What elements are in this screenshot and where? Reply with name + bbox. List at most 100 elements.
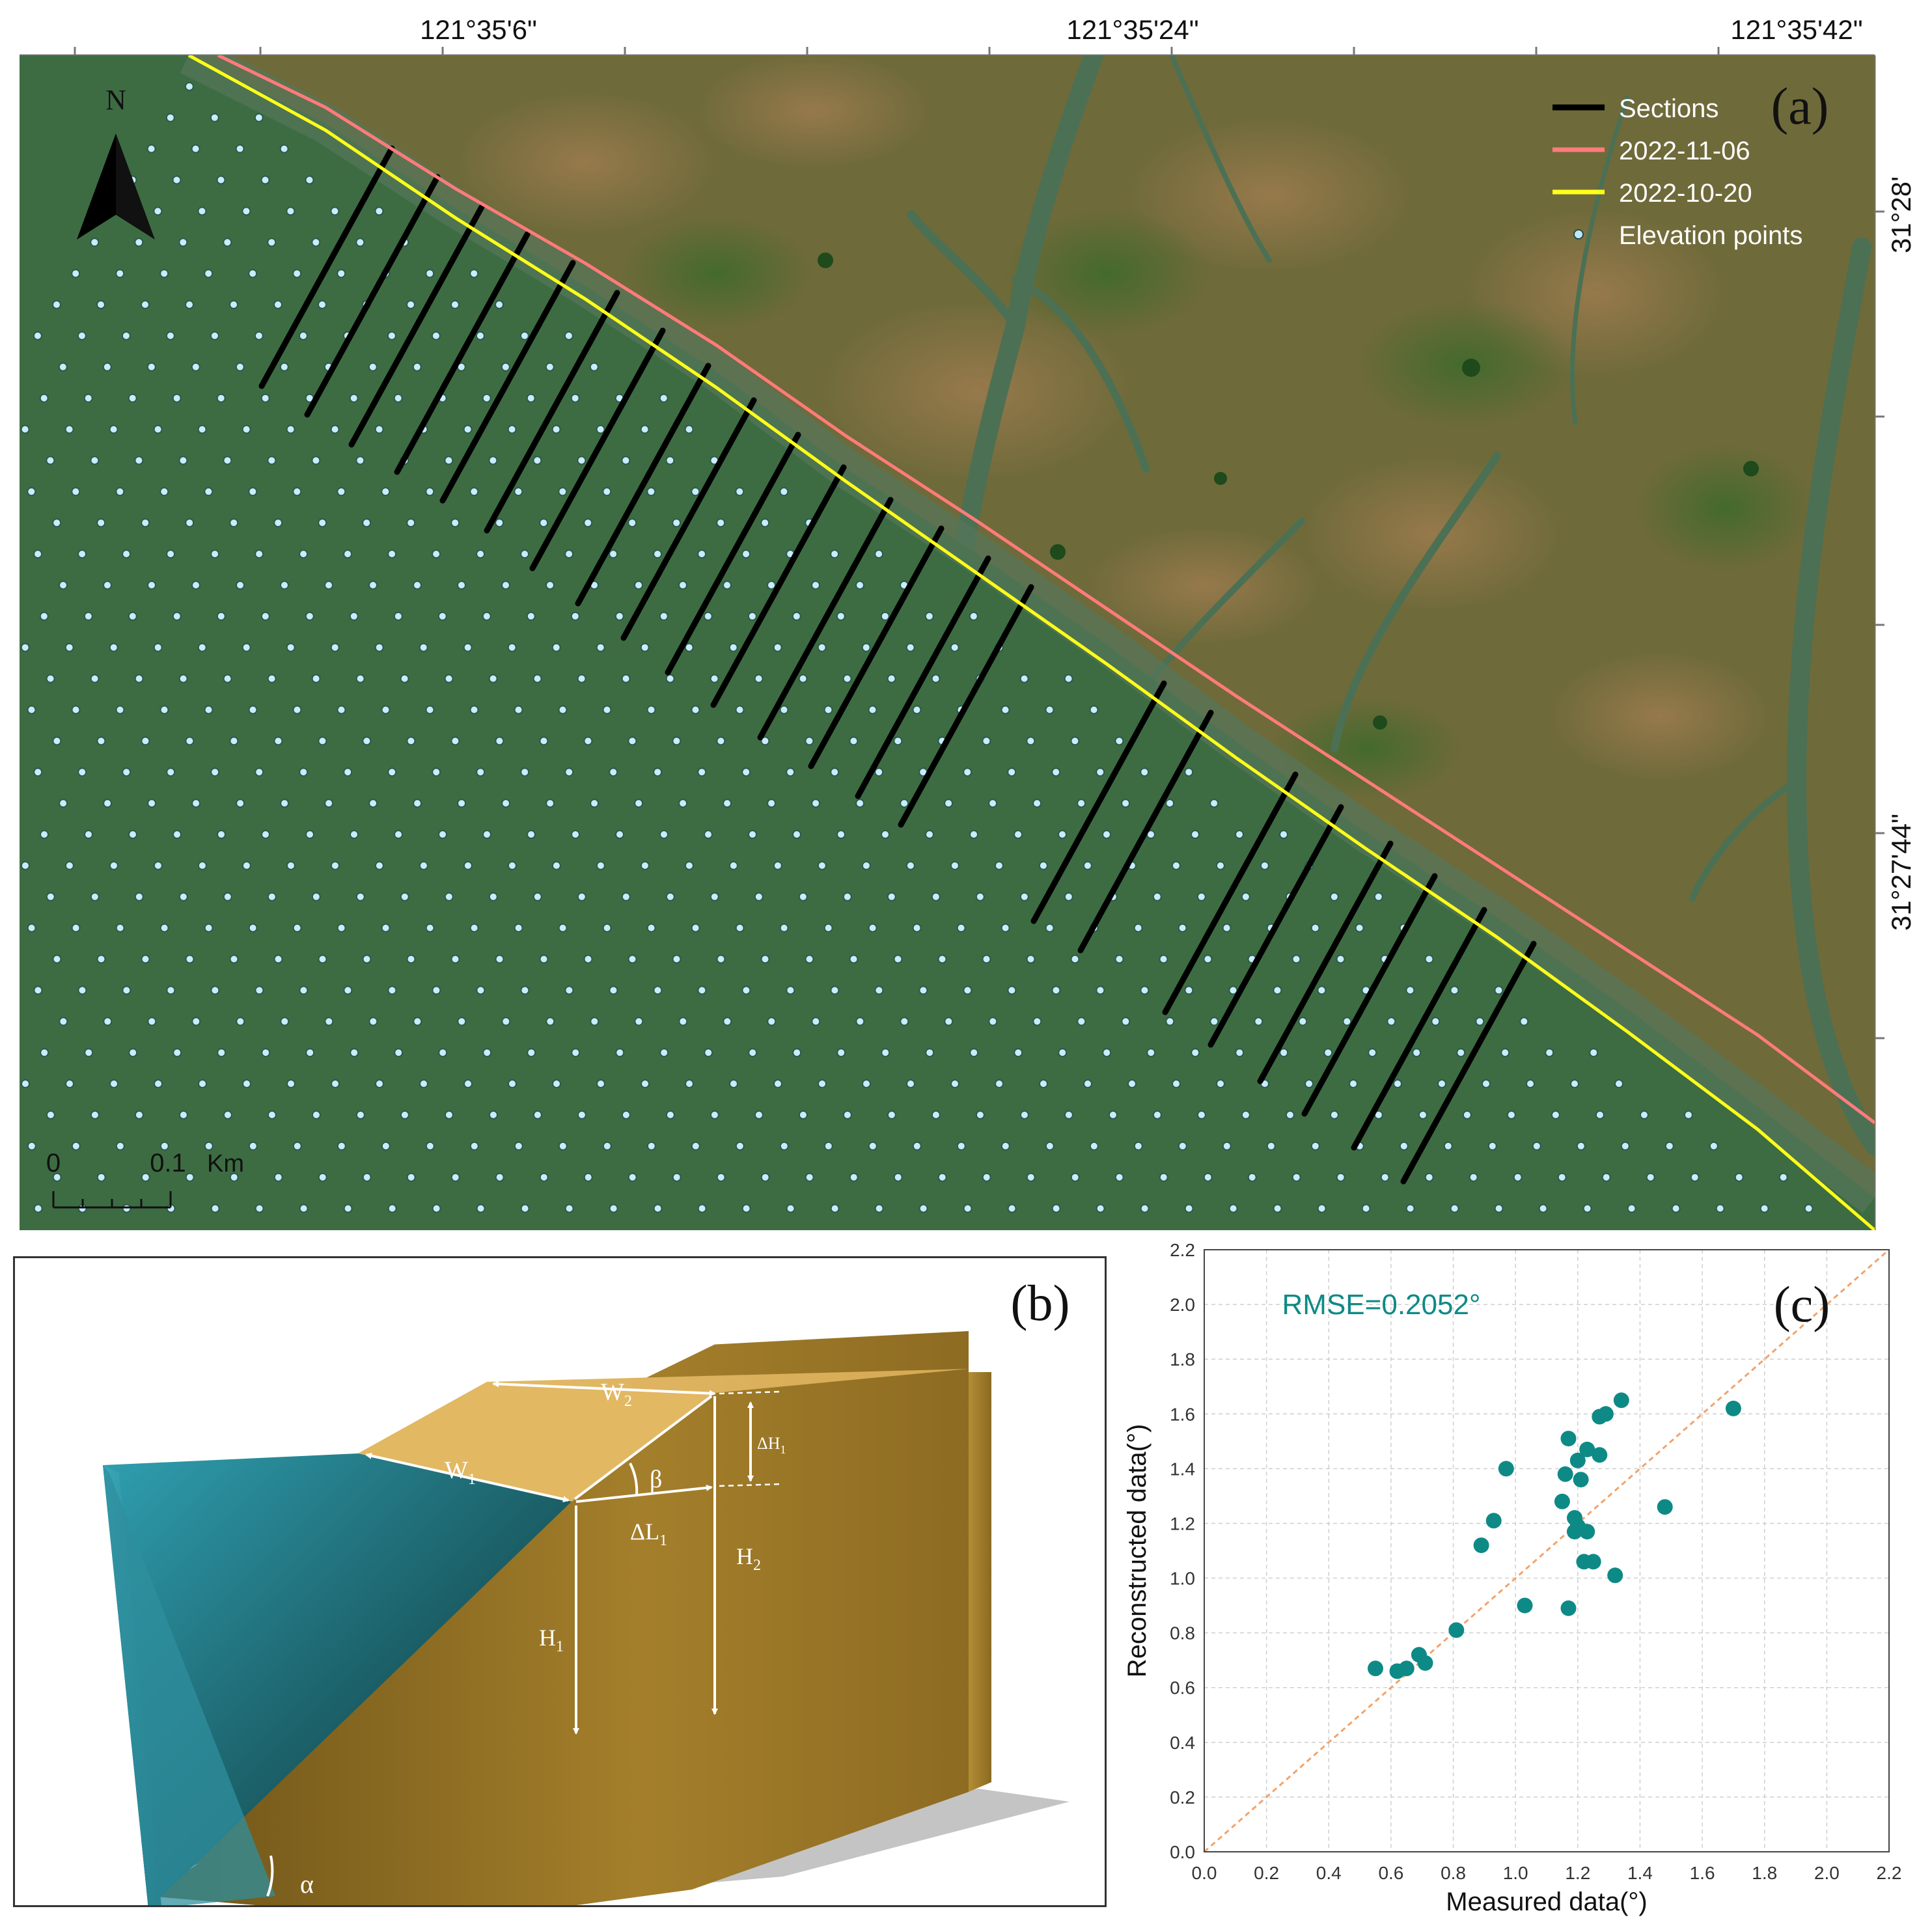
elevation-point	[355, 1110, 365, 1120]
elevation-point	[255, 985, 264, 995]
elevation-point	[501, 1017, 511, 1026]
elevation-point	[495, 518, 504, 528]
elevation-point	[355, 892, 365, 901]
elevation-point	[299, 767, 309, 777]
section-line	[1077, 709, 1214, 954]
elevation-point	[1279, 1048, 1289, 1058]
elevation-point	[842, 674, 852, 683]
elevation-point	[210, 985, 220, 995]
elevation-point	[134, 238, 144, 247]
elevation-point	[1266, 1141, 1276, 1151]
elevation-point	[767, 581, 776, 590]
elevation-point	[318, 736, 327, 746]
elevation-point	[279, 144, 289, 154]
elevation-point	[527, 830, 536, 839]
elevation-point	[937, 1172, 947, 1182]
elevation-point	[602, 705, 612, 715]
x-tick-label: 0.2	[1254, 1863, 1279, 1883]
elevation-point	[260, 175, 270, 185]
elevation-point	[1639, 1110, 1649, 1120]
elevation-point	[166, 549, 176, 559]
elevation-point	[564, 549, 574, 559]
elevation-point	[33, 985, 43, 995]
marsh-texture	[456, 55, 1816, 801]
elevation-point	[874, 985, 884, 995]
elevation-point	[476, 767, 486, 777]
elevation-point	[564, 331, 573, 340]
elevation-point	[147, 581, 156, 590]
elevation-point	[950, 642, 959, 652]
elevation-point	[406, 954, 416, 964]
elevation-point	[318, 1172, 327, 1182]
elevation-point	[495, 954, 504, 964]
elevation-point	[96, 954, 106, 964]
elevation-point	[577, 456, 586, 465]
elevation-point	[469, 269, 479, 279]
data-point	[1657, 1499, 1673, 1515]
x-tick-label: 0.4	[1316, 1863, 1342, 1883]
elevation-point	[463, 642, 473, 652]
elevation-point	[577, 892, 586, 901]
elevation-point	[311, 238, 321, 247]
scatter-chart: 0.0 0.2 0.4 0.6 0.8 1.0 1.2 1.4 1.6 1.8 2.0 2.2 0.0…	[1123, 1240, 1901, 1916]
elevation-point	[324, 581, 333, 590]
elevation-point	[223, 674, 232, 683]
x-tick-label: 1.8	[1752, 1863, 1777, 1883]
elevation-point	[918, 985, 928, 995]
elevation-point	[90, 892, 100, 901]
elevation-point	[128, 393, 137, 403]
elevation-point	[1614, 1079, 1623, 1088]
y-tick-label: 1.6	[1170, 1404, 1195, 1424]
schematic-labels: W1 W2 ΔH1 β ΔL1 H2 H1 α	[300, 1379, 786, 1899]
elevation-point	[691, 705, 700, 715]
elevation-point	[343, 985, 353, 995]
elevation-point	[122, 1204, 131, 1213]
elevation-point	[640, 424, 650, 434]
elevation-point	[1196, 892, 1206, 901]
lat-label-2: 31°27'44"	[1886, 814, 1916, 931]
legend-sections-label: Sections	[1619, 94, 1718, 123]
north-arrow: N	[77, 84, 155, 240]
elevation-point	[1019, 674, 1029, 683]
elevation-point	[242, 642, 251, 652]
elevation-point	[570, 393, 580, 403]
elevation-point	[1083, 1079, 1092, 1088]
elevation-point	[551, 860, 561, 870]
elevation-point	[216, 175, 226, 185]
elevation-point	[672, 1172, 682, 1182]
elevation-point	[52, 1172, 62, 1182]
elevation-point	[634, 1017, 644, 1026]
elevation-point	[210, 1204, 220, 1213]
elevation-point	[1121, 799, 1131, 808]
elevation-point	[1241, 892, 1250, 901]
elevation-point	[248, 923, 258, 933]
elevation-point	[583, 518, 593, 528]
elevation-point	[539, 736, 549, 746]
elevation-point	[716, 1172, 726, 1182]
section-line	[1208, 804, 1344, 1048]
plot-frame	[1204, 1249, 1890, 1852]
elevation-point	[925, 830, 934, 839]
elevation-point	[1519, 1017, 1529, 1026]
elevation-point	[672, 736, 682, 746]
elevation-point	[96, 736, 106, 746]
y-tick-label: 0.2	[1170, 1787, 1195, 1808]
elevation-point	[1045, 705, 1055, 715]
elevation-point	[267, 892, 277, 901]
elevation-point	[1373, 892, 1383, 901]
elevation-point	[1734, 1172, 1744, 1182]
mudflat-band	[180, 55, 1875, 1213]
elevation-point	[823, 1141, 833, 1151]
elevation-point	[185, 300, 194, 309]
elevation-point	[1191, 1048, 1200, 1058]
north-arrow-label: N	[105, 84, 126, 116]
elevation-point	[475, 331, 485, 340]
elevation-point	[305, 175, 314, 185]
elevation-point	[71, 923, 81, 933]
elevation-point	[39, 611, 49, 621]
elevation-point	[83, 611, 93, 621]
elevation-point	[640, 860, 650, 870]
elevation-point	[880, 611, 890, 621]
elevation-point	[33, 331, 42, 340]
elevation-point	[217, 830, 226, 839]
